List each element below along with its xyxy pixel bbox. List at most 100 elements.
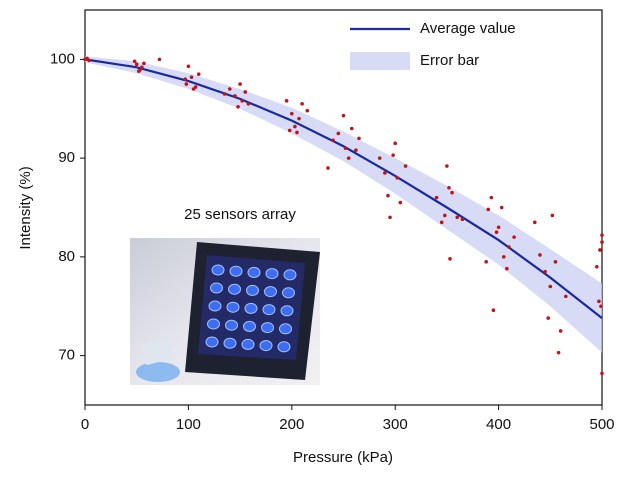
data-point — [240, 99, 244, 103]
data-point — [233, 94, 237, 98]
sensor-dot — [210, 282, 223, 294]
data-point — [183, 77, 188, 81]
data-point — [132, 59, 137, 64]
sensor-dot — [246, 284, 259, 296]
data-point — [391, 153, 395, 157]
data-point — [238, 82, 242, 86]
x-tick-label: 400 — [486, 416, 511, 433]
inset-annotation: 25 sensors array — [184, 206, 296, 223]
data-point — [349, 126, 354, 131]
data-point — [138, 68, 142, 73]
data-point — [595, 264, 599, 269]
y-tick-label: 100 — [50, 50, 75, 67]
data-point — [512, 235, 516, 239]
data-point — [222, 92, 227, 96]
data-point — [484, 260, 488, 264]
sensor-dot — [264, 286, 277, 298]
data-point — [383, 171, 387, 175]
sensor-dot — [265, 268, 279, 280]
data-point — [305, 108, 310, 113]
x-tick-label: 100 — [176, 416, 201, 433]
sensor-dot — [279, 323, 292, 335]
data-point — [496, 225, 501, 230]
data-point — [486, 207, 491, 212]
data-point — [336, 131, 341, 136]
sensor-dot — [228, 283, 241, 295]
data-point — [87, 58, 91, 63]
y-tick-label: 90 — [58, 149, 75, 166]
data-point — [553, 260, 558, 264]
data-point — [284, 99, 289, 103]
data-point — [343, 146, 348, 151]
sensor-dot — [261, 322, 274, 334]
data-point — [543, 269, 547, 274]
data-point — [287, 128, 292, 133]
legend-label: Average value — [420, 20, 516, 37]
data-point — [236, 104, 240, 109]
sensor-dot — [229, 265, 243, 277]
data-point — [191, 87, 196, 91]
data-point — [300, 102, 304, 106]
x-tick-label: 0 — [81, 416, 89, 433]
sensor-dot — [262, 304, 276, 316]
data-point — [398, 200, 403, 205]
data-point — [448, 257, 452, 261]
data-point — [295, 130, 299, 135]
data-point — [246, 102, 251, 106]
light-glow — [136, 362, 180, 382]
data-point — [507, 245, 511, 249]
data-point — [489, 195, 494, 200]
small-sensor — [140, 336, 174, 366]
data-point — [455, 215, 460, 220]
data-point — [377, 156, 382, 160]
data-point — [439, 220, 444, 225]
data-point — [538, 253, 542, 257]
data-point — [532, 220, 537, 225]
data-point — [600, 233, 604, 237]
data-point — [293, 124, 297, 129]
data-point — [227, 87, 232, 91]
data-point — [393, 141, 398, 146]
data-point — [499, 205, 504, 210]
data-point — [548, 284, 553, 289]
data-point — [445, 164, 449, 168]
data-point — [243, 90, 248, 94]
data-point — [443, 213, 447, 218]
data-point — [189, 75, 194, 79]
average-line — [84, 58, 603, 319]
data-point — [494, 230, 499, 234]
data-point — [341, 113, 346, 118]
sensor-dot — [277, 341, 291, 353]
data-point — [134, 62, 139, 67]
data-point — [564, 294, 568, 299]
data-point — [501, 255, 506, 259]
legend-band — [350, 52, 410, 70]
sensor-dot — [259, 340, 273, 352]
sensor-dot — [280, 305, 294, 317]
data-point — [447, 185, 451, 190]
data-point — [331, 138, 335, 143]
sensor-dot — [207, 318, 220, 330]
x-axis-label: Pressure (kPa) — [293, 449, 393, 466]
sensor-dot — [247, 266, 261, 278]
legend-label: Error bar — [420, 52, 479, 69]
x-tick-label: 200 — [279, 416, 304, 433]
data-point — [600, 240, 604, 244]
data-point — [290, 111, 294, 116]
x-tick-label: 300 — [383, 416, 408, 433]
data-point — [597, 299, 601, 304]
x-tick-label: 500 — [589, 416, 614, 433]
data-point — [556, 350, 561, 355]
sensor-dot — [211, 264, 225, 276]
sensor-dot — [241, 338, 255, 350]
sensor-dot — [208, 300, 222, 312]
data-point — [386, 193, 390, 198]
data-point — [450, 190, 454, 195]
data-point — [357, 136, 361, 141]
sensor-dot — [205, 336, 219, 348]
data-point — [403, 164, 408, 168]
y-tick-label: 80 — [58, 248, 75, 265]
sensor-dot — [244, 302, 258, 314]
plot-frame — [84, 9, 603, 406]
data-point — [186, 64, 191, 69]
